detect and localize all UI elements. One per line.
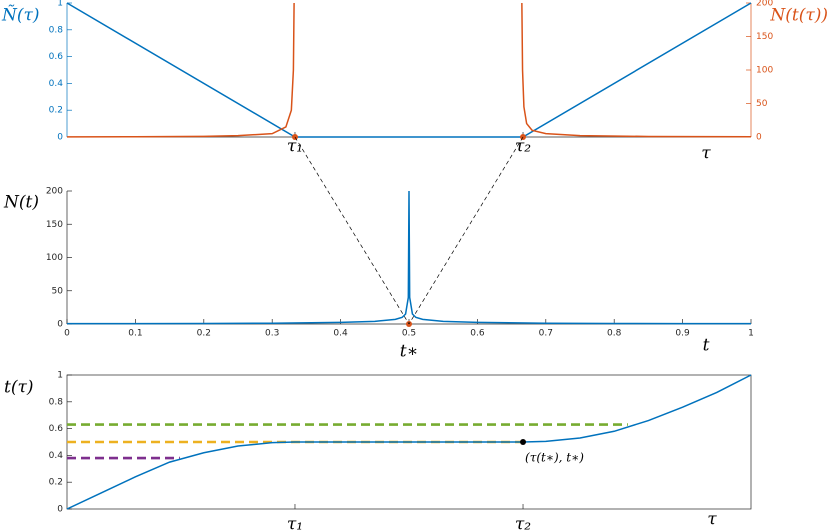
y-tick-label: 0 <box>57 505 63 515</box>
x-tick-label: τ₂ <box>515 137 531 157</box>
y-tick-label: 0 <box>57 320 63 330</box>
curve <box>66 2 752 138</box>
y-tick-label: 0.4 <box>49 79 64 89</box>
y2-axis-label: N(t(τ)) <box>769 6 828 26</box>
y-tick-label: 50 <box>52 286 64 296</box>
x-tick-label: 0.1 <box>128 329 142 339</box>
y-tick-label: 0.2 <box>49 106 63 116</box>
x-tick-label: 0.7 <box>539 329 553 339</box>
y-tick-label: 0.6 <box>49 52 64 62</box>
y2-tick-label: 200 <box>756 0 773 9</box>
y2-tick-label: 150 <box>756 32 773 42</box>
y-tick-label: 1 <box>57 0 63 9</box>
x-tick-label: 0.2 <box>197 329 211 339</box>
y-tick-label: 150 <box>46 220 63 230</box>
x-tick-label: τ₁ <box>287 137 303 157</box>
connector <box>294 136 410 325</box>
y-tick-label: 0.6 <box>49 424 64 434</box>
x-tick-label: τ₂ <box>515 515 531 530</box>
y-tick-label: 100 <box>46 253 63 263</box>
curve <box>66 374 752 510</box>
y2-tick-label: 100 <box>756 66 773 76</box>
x-tick-label: 0.4 <box>333 329 348 339</box>
x-axis-label: t <box>703 336 710 356</box>
x-tick-label: 0.3 <box>265 329 279 339</box>
y2-tick-label: 0 <box>756 133 762 143</box>
y-tick-label: 0 <box>57 133 63 143</box>
x-tick-label: 0.8 <box>607 329 622 339</box>
y-tick-label: 200 <box>46 187 63 197</box>
annotation: t∗ <box>400 342 418 362</box>
y-axis-label: N(t) <box>3 193 39 213</box>
y-tick-label: 0.2 <box>49 478 63 488</box>
point <box>520 439 527 445</box>
x-axis-label: τ <box>701 144 711 164</box>
y-tick-label: 1 <box>57 371 63 381</box>
x-tick-label: 0 <box>64 329 70 339</box>
y-tick-label: 0.4 <box>49 451 64 461</box>
annotation: (τ(t∗), t∗) <box>525 451 584 465</box>
y-tick-label: 0.8 <box>49 25 64 35</box>
y-axis-label: Ñ(τ) <box>1 5 40 26</box>
x-tick-label: τ₁ <box>287 515 303 530</box>
y-axis-label: t(τ) <box>4 378 34 398</box>
curve <box>66 190 752 325</box>
x-tick-label: 1 <box>748 329 754 339</box>
curve <box>66 2 752 138</box>
x-tick-label: 0.9 <box>675 329 690 339</box>
connector <box>408 136 524 325</box>
x-tick-label: 0.5 <box>402 329 416 339</box>
y-tick-label: 0.8 <box>49 397 64 407</box>
x-axis-label: τ <box>707 510 717 530</box>
y2-tick-label: 50 <box>756 99 768 109</box>
x-tick-label: 0.6 <box>470 329 485 339</box>
